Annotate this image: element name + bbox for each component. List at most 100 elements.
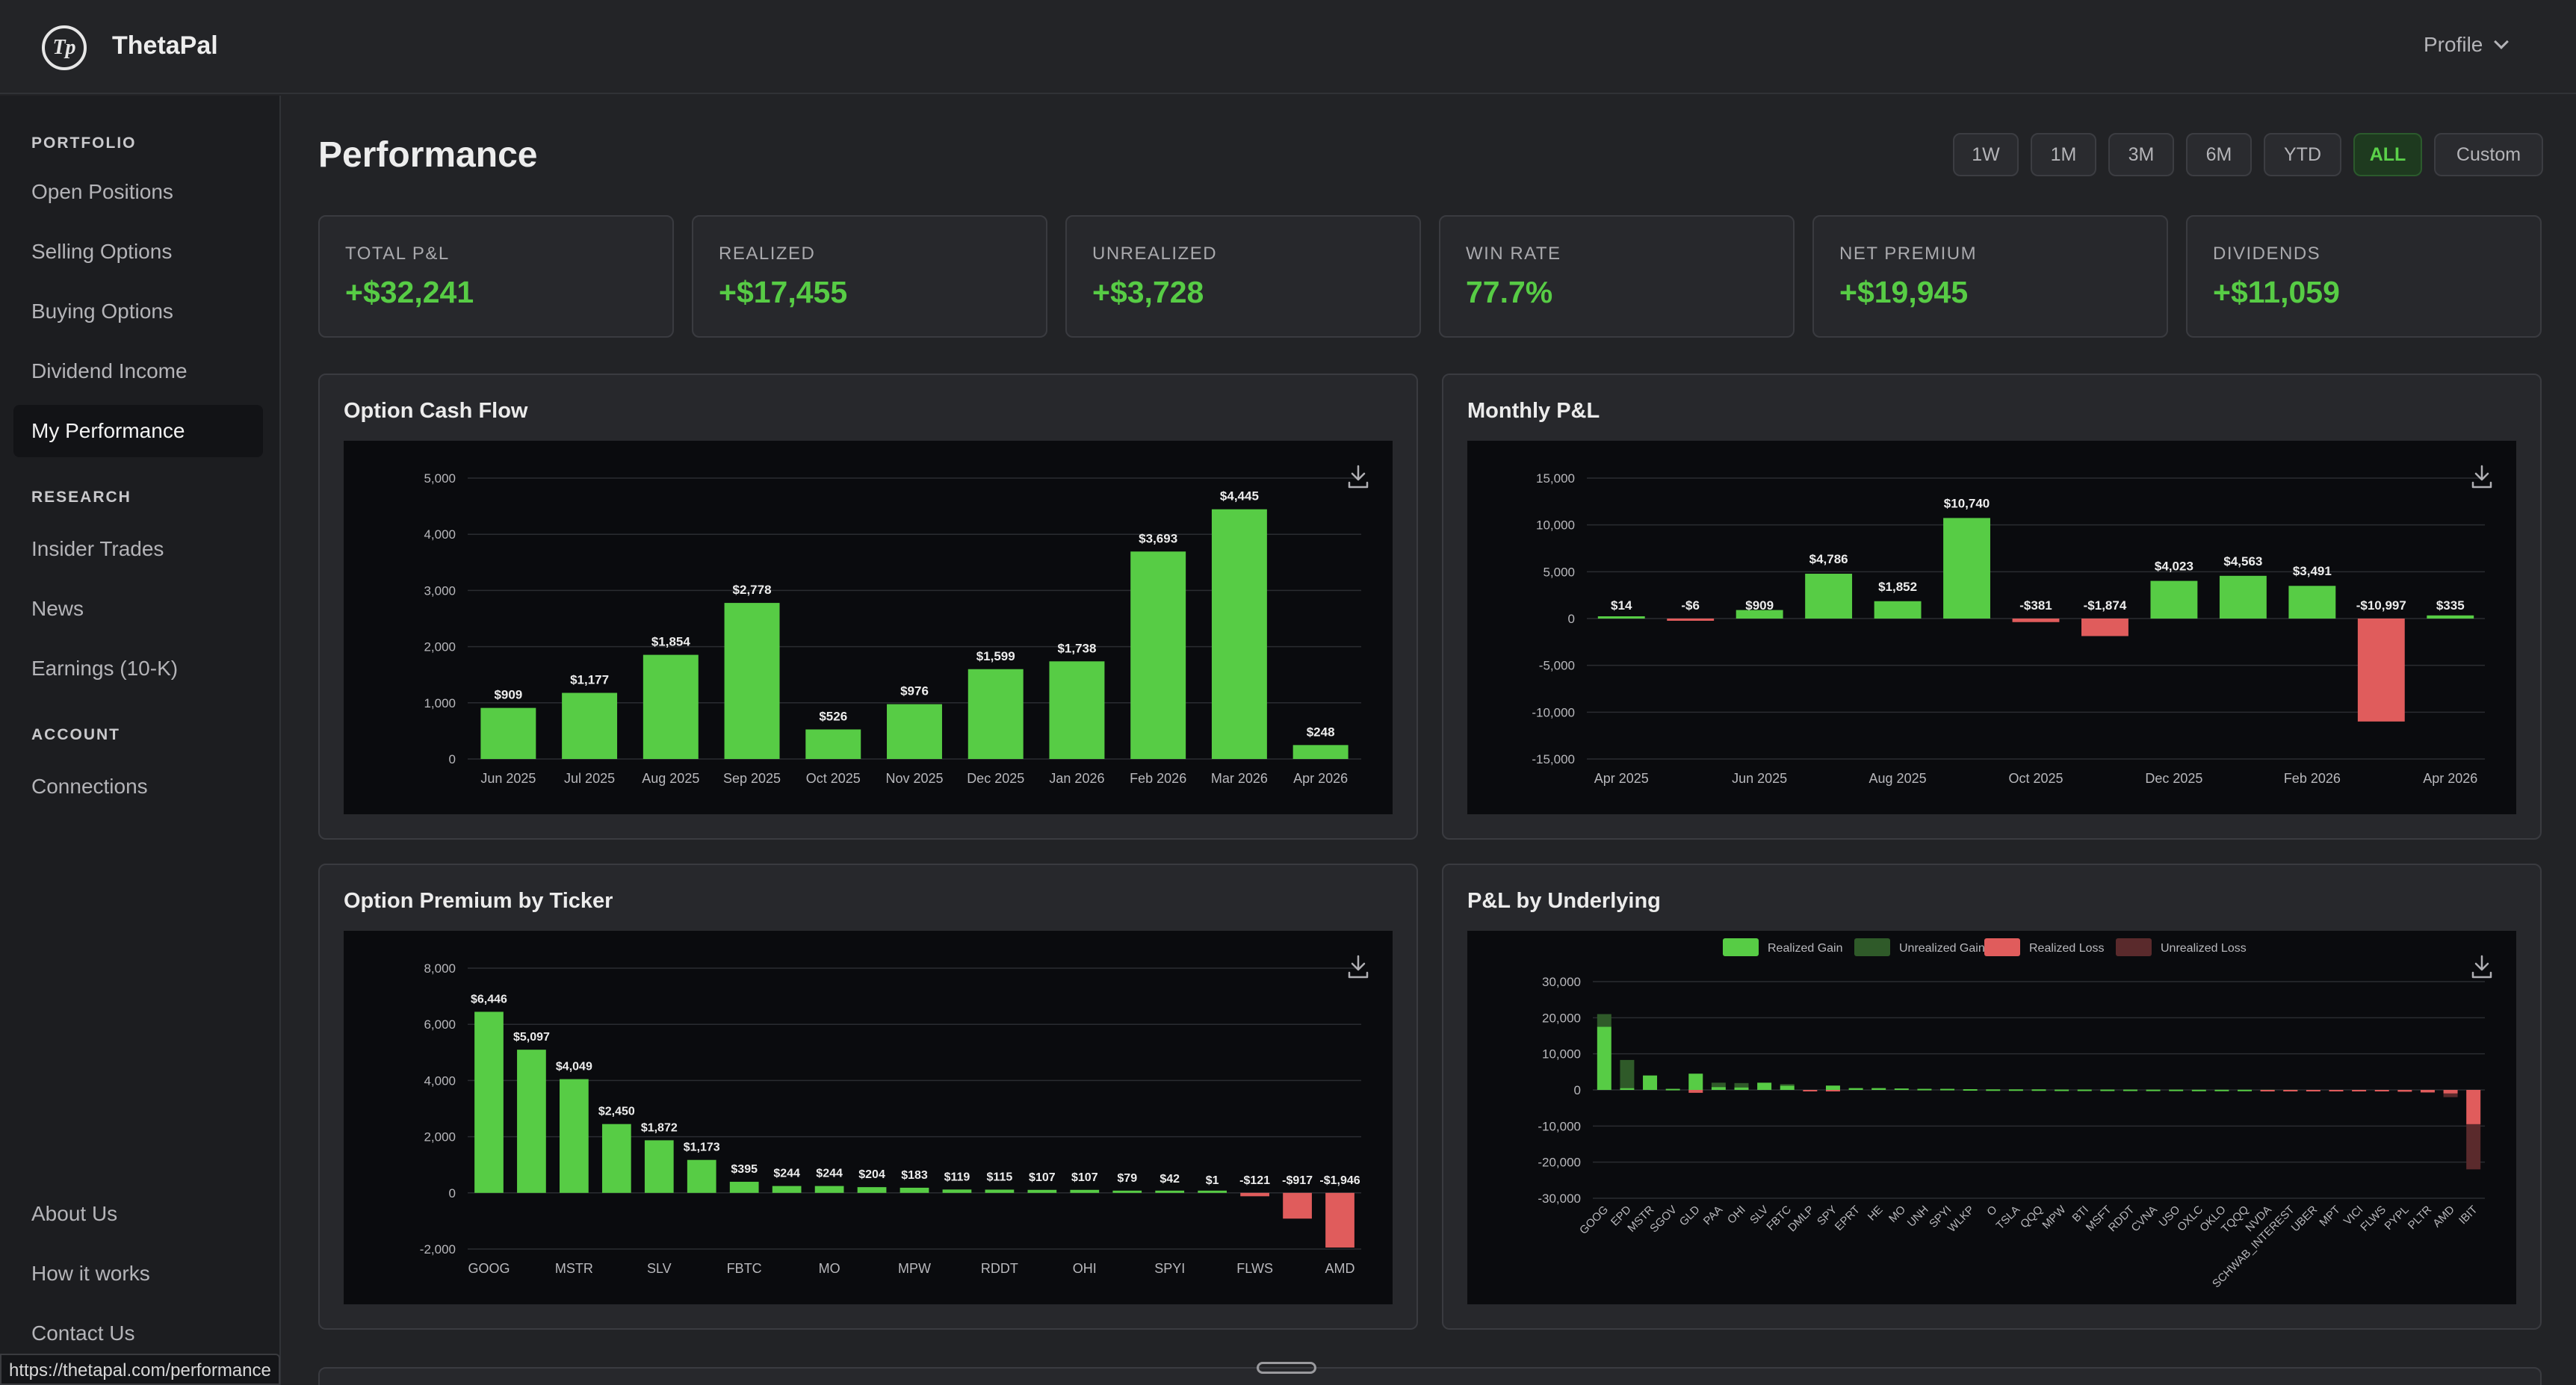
- next-panel-edge: [318, 1367, 2542, 1385]
- thetapal-logo-icon[interactable]: Tp: [42, 25, 87, 70]
- sidebar-section-research: RESEARCH: [31, 489, 131, 506]
- y-tick-label: -10,000: [1532, 705, 1575, 719]
- range-button-6m[interactable]: 6M: [2186, 133, 2252, 176]
- bar: [517, 1050, 546, 1193]
- bar: [562, 692, 618, 759]
- bar-segment: [1940, 1088, 1955, 1091]
- bar-segment: [2466, 1124, 2481, 1170]
- data-label: $909: [494, 688, 522, 702]
- sidebar-item-contact-us[interactable]: Contact Us: [31, 1322, 135, 1345]
- data-label: -$1,874: [2084, 598, 2127, 613]
- sidebar-item-open-positions[interactable]: Open Positions: [31, 180, 173, 203]
- y-tick-label: 5,000: [1543, 565, 1575, 579]
- data-label: $395: [731, 1163, 758, 1176]
- bar: [814, 1186, 844, 1193]
- x-tick-label: GLD: [1677, 1203, 1703, 1229]
- bar: [772, 1186, 802, 1193]
- download-icon[interactable]: [2467, 952, 2497, 982]
- range-button-ytd[interactable]: YTD: [2264, 133, 2341, 176]
- x-tick-label: MPW: [2040, 1203, 2069, 1232]
- sidebar-item-how-it-works[interactable]: How it works: [31, 1262, 150, 1285]
- x-tick-label: EPRT: [1833, 1203, 1863, 1233]
- x-tick-label: FBTC: [727, 1261, 762, 1276]
- download-icon[interactable]: [2467, 462, 2497, 492]
- bar: [1736, 610, 1783, 619]
- bar: [1805, 574, 1853, 619]
- download-icon[interactable]: [1343, 952, 1373, 982]
- profile-menu[interactable]: Profile: [2424, 33, 2510, 57]
- x-tick-label: Apr 2026: [1293, 771, 1348, 786]
- x-tick-label: Jun 2025: [1732, 771, 1787, 786]
- bar-segment: [2191, 1089, 2206, 1091]
- y-tick-label: -10,000: [1538, 1119, 1581, 1133]
- range-button-1w[interactable]: 1W: [1953, 133, 2019, 176]
- bar: [687, 1159, 716, 1193]
- brand-name[interactable]: ThetaPal: [112, 31, 218, 60]
- bar: [1283, 1192, 1312, 1219]
- chart-pnl-by-underlying: -30,000 -20,000 -10,000 0 10,000 20,000 30,000…: [1467, 931, 2516, 1304]
- stat-value: +$3,728: [1092, 275, 1204, 309]
- bar-segment: [1986, 1089, 2001, 1091]
- stat-label: NET PREMIUM: [1839, 244, 1978, 264]
- y-tick-label: 0: [449, 1186, 456, 1200]
- bar-segment: [2169, 1089, 2184, 1091]
- bar-segment: [2055, 1089, 2069, 1091]
- chart-svg: -30,000 -20,000 -10,000 0 10,000 20,000 30,000…: [1538, 938, 2485, 1290]
- x-tick-label: UNH: [1905, 1203, 1931, 1230]
- bar: [857, 1187, 887, 1193]
- panel-option-premium-by-ticker: Option Premium by Ticker -2,000 0 2,000 4,0…: [318, 864, 1418, 1330]
- y-tick-label: 8,000: [424, 961, 456, 976]
- bar: [480, 707, 536, 759]
- download-icon[interactable]: [1343, 462, 1373, 492]
- bar-segment: [1665, 1088, 1680, 1091]
- bar: [887, 704, 942, 759]
- sidebar-item-selling-options[interactable]: Selling Options: [31, 240, 173, 263]
- sidebar-item-earnings[interactable]: Earnings (10-K): [31, 657, 179, 680]
- data-label: $2,778: [733, 583, 772, 597]
- panel-pnl-by-underlying: P&L by Underlying -30,000 -20,000 -10,000 0…: [1442, 864, 2542, 1330]
- x-tick-label: Oct 2025: [2008, 771, 2063, 786]
- legend-label: Unrealized Loss: [2161, 942, 2247, 955]
- sidebar-item-about-us[interactable]: About Us: [31, 1202, 118, 1225]
- bar: [1667, 619, 1715, 621]
- bar: [1292, 745, 1349, 759]
- data-label: $4,023: [2155, 560, 2193, 574]
- bar-segment: [1848, 1088, 1863, 1090]
- bar-segment: [1780, 1085, 1795, 1090]
- bar: [1027, 1189, 1057, 1193]
- status-url: https://thetapal.com/performance: [0, 1354, 280, 1385]
- panel-title: P&L by Underlying: [1467, 889, 1661, 913]
- x-tick-label: HE: [1866, 1203, 1886, 1224]
- sidebar-item-buying-options[interactable]: Buying Options: [31, 300, 173, 323]
- sidebar-item-dividend-income[interactable]: Dividend Income: [31, 359, 188, 382]
- chart-svg: -2,000 0 2,000 4,000 6,000 8,000 $6,446 GOOG $5,…: [420, 961, 1361, 1276]
- chart-option-premium-by-ticker: -2,000 0 2,000 4,000 6,000 8,000 $6,446 GOOG $5,…: [344, 931, 1393, 1304]
- y-tick-label: -5,000: [1539, 659, 1575, 673]
- scroll-handle[interactable]: [1257, 1362, 1316, 1374]
- x-tick-label: GOOG: [1577, 1203, 1611, 1237]
- bar: [2219, 575, 2267, 619]
- bar-segment: [1620, 1059, 1635, 1088]
- data-label: $6,446: [471, 993, 507, 1006]
- y-tick-label: 1,000: [424, 696, 456, 710]
- y-tick-label: 6,000: [424, 1017, 456, 1032]
- x-tick-label: Apr 2026: [2423, 771, 2477, 786]
- range-button-3m[interactable]: 3M: [2108, 133, 2174, 176]
- stat-value: +$19,945: [1839, 275, 1969, 309]
- range-button-all[interactable]: ALL: [2353, 133, 2422, 176]
- panel-title: Option Cash Flow: [344, 399, 528, 423]
- bar: [643, 654, 699, 759]
- stat-label: UNREALIZED: [1092, 244, 1218, 264]
- sidebar-item-my-performance[interactable]: My Performance: [13, 405, 263, 457]
- sidebar-item-connections[interactable]: Connections: [31, 775, 148, 798]
- sidebar-item-news[interactable]: News: [31, 597, 84, 620]
- range-button-custom[interactable]: Custom: [2434, 133, 2543, 176]
- bar-segment: [2260, 1090, 2275, 1091]
- bar-segment: [2329, 1090, 2344, 1091]
- range-button-1m[interactable]: 1M: [2031, 133, 2096, 176]
- chart-svg: -15,000 -10,000 -5,000 0 5,000 10,000 15,000 $1…: [1532, 471, 2485, 786]
- bar-segment: [1871, 1088, 1886, 1090]
- bar-segment: [2146, 1089, 2161, 1091]
- sidebar-item-insider-trades[interactable]: Insider Trades: [31, 537, 164, 560]
- data-label: -$6: [1681, 598, 1700, 613]
